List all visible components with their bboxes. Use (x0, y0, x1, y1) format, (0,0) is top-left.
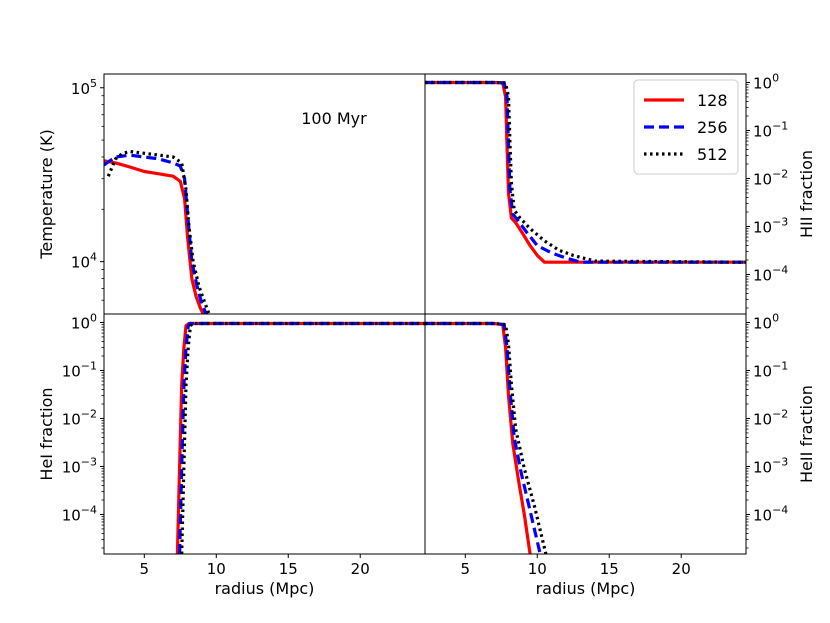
x-tick-label: 20 (351, 560, 370, 578)
axes-frame (424, 313, 747, 555)
panel-bottom-right: 100 10−1 10−2 10−3 10−4 5 10 15 20 HeII fraction r… (424, 311, 816, 598)
x-axis-label: radius (Mpc) (215, 579, 315, 598)
series-line-256 (425, 321, 542, 554)
axes-frame (103, 313, 426, 555)
series-line-128 (104, 159, 205, 314)
x-tick-label: 10 (528, 560, 547, 578)
y-tick-label: 10−1 (62, 359, 97, 380)
y-axis-label: HII fraction (797, 150, 816, 238)
y-tick-label: 100 (753, 311, 779, 332)
legend-frame (633, 79, 739, 175)
x-tick-label: 20 (672, 560, 691, 578)
y-tick-label: 10−4 (753, 263, 788, 284)
series-line-512 (106, 149, 211, 314)
y-tick-label: 10−3 (753, 215, 788, 236)
y-tick-label: 10−1 (753, 119, 788, 140)
y-tick-label: 10−2 (62, 407, 97, 428)
x-tick-label: 5 (461, 560, 471, 578)
x-axis-label: radius (Mpc) (536, 579, 636, 598)
y-tick-label: 100 (71, 311, 97, 332)
series-line-128 (175, 321, 425, 554)
y-tick-label: 10−3 (62, 455, 97, 476)
panel-top-left: 105 104 Temperature (K) 100 Myr (37, 73, 426, 315)
y-tick-label: 10−4 (753, 503, 788, 524)
x-tick-label: 5 (140, 560, 150, 578)
y-axis-label: HeII fraction (797, 385, 816, 483)
series-line-256 (178, 321, 425, 554)
series-group (425, 321, 548, 554)
x-tick-label: 10 (207, 560, 226, 578)
y-tick-label: 10−2 (753, 167, 788, 188)
panel-bottom-left: 100 10−1 10−2 10−3 10−4 5 10 15 20 HeI fraction ra… (37, 311, 426, 598)
series-line-256 (104, 153, 208, 314)
y-tick-label: 105 (71, 77, 97, 98)
series-line-512 (425, 321, 548, 554)
x-tick-label: 15 (600, 560, 619, 578)
series-group (175, 321, 425, 554)
y-axis-label: Temperature (K) (37, 129, 56, 259)
x-tick-label: 15 (279, 560, 298, 578)
y-tick-label: 10−3 (753, 455, 788, 476)
panel-top-right: 100 10−1 10−2 10−3 10−4 HII fraction (424, 71, 816, 315)
legend: 128 256 512 (633, 79, 739, 175)
y-tick-label: 100 (753, 71, 779, 92)
series-group (425, 80, 746, 264)
series-line-128 (425, 321, 532, 554)
y-tick-label: 104 (71, 251, 97, 272)
axes-frame (103, 73, 426, 315)
time-annotation: 100 Myr (301, 109, 367, 128)
series-group (104, 149, 211, 314)
y-tick-label: 10−2 (753, 407, 788, 428)
legend-label-256: 256 (697, 118, 728, 137)
legend-label-128: 128 (697, 91, 728, 110)
y-tick-label: 10−4 (62, 503, 97, 524)
y-tick-label: 10−1 (753, 359, 788, 380)
legend-label-512: 512 (697, 145, 728, 164)
series-line-512 (180, 321, 425, 554)
series-line-256 (425, 80, 746, 264)
y-axis-label: HeI fraction (37, 387, 56, 480)
